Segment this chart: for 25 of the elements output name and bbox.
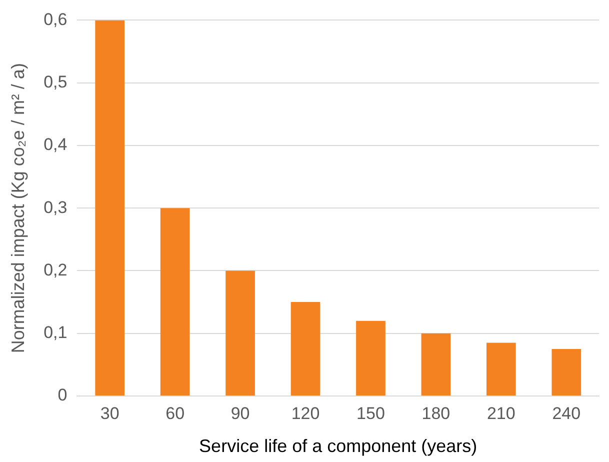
bar (160, 208, 190, 396)
x-tick-label: 180 (422, 404, 450, 423)
x-tick-label: 30 (100, 404, 120, 423)
y-tick-label: 0,2 (44, 260, 68, 280)
x-tick-label: 120 (291, 404, 320, 423)
x-tick-label: 60 (166, 404, 185, 423)
x-tick-label: 240 (552, 404, 581, 423)
x-axis-title: Service life of a component (years) (199, 436, 478, 456)
bar (356, 320, 386, 396)
bar (226, 270, 255, 396)
y-tick-label: 0 (58, 386, 68, 405)
y-axis-title: Normalized impact (Kg co₂e / m² / a) (8, 63, 28, 354)
bar (486, 342, 516, 396)
x-tick-label: 210 (486, 404, 516, 423)
bar (552, 349, 582, 396)
y-tick-label: 0,5 (44, 72, 68, 92)
x-tick-label: 90 (230, 404, 250, 423)
bar (421, 333, 451, 396)
y-tick-label: 0,3 (44, 198, 68, 217)
bar (95, 20, 125, 396)
x-tick-label: 150 (356, 404, 385, 423)
y-tick-label: 0,6 (44, 10, 68, 29)
y-tick-label: 0,4 (44, 135, 68, 154)
bar (290, 302, 320, 396)
y-tick-label: 0,1 (44, 323, 68, 342)
